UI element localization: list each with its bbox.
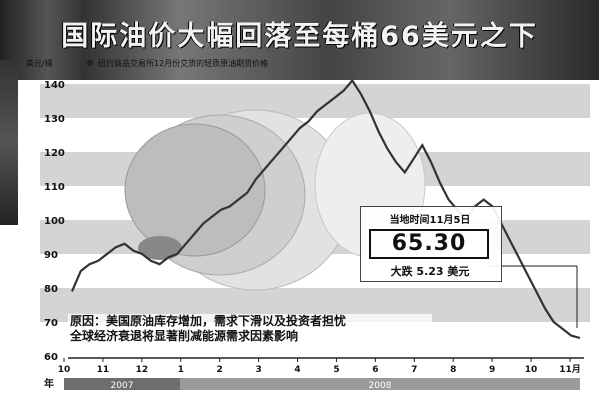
x-axis: 10 11 12 1 2 3 4 5 6 7 8 9 10 11月 xyxy=(58,358,581,375)
year-segment xyxy=(180,378,580,390)
y-tick-label: 100 xyxy=(44,216,65,227)
x-tick-label: 4 xyxy=(294,365,300,375)
y-tick-label: 140 xyxy=(44,80,65,91)
y-tick-label: 70 xyxy=(44,318,58,329)
x-tick-label: 12 xyxy=(136,365,149,375)
caption-line: 原因：美国原油库存增加，需求下滑以及投资者担忧 xyxy=(70,314,347,328)
caption: 原因：美国原油库存增加，需求下滑以及投资者担忧 全球经济衰退将显著削减能源需求因… xyxy=(68,314,432,344)
x-tick-label: 11 xyxy=(97,365,110,375)
legend-marker xyxy=(87,60,93,66)
x-tick-label: 10 xyxy=(525,365,538,375)
x-tick-label: 8 xyxy=(450,365,456,375)
chart-title: 国际油价大幅回落至每桶66美元之下 xyxy=(61,21,538,52)
y-tick-label: 120 xyxy=(44,148,65,159)
callout-date: 当地时间11月5日 xyxy=(389,215,471,226)
y-tick-label: 60 xyxy=(44,352,58,363)
x-tick-label: 7 xyxy=(411,365,417,375)
x-tick-label: 3 xyxy=(255,365,261,375)
callout-change: 大跌 5.23 美元 xyxy=(390,265,470,278)
y-tick-label: 90 xyxy=(44,250,58,261)
year-axis-label: 年 xyxy=(44,377,54,390)
x-tick-label: 1 xyxy=(178,365,184,375)
y-tick-label: 80 xyxy=(44,284,58,295)
barrel-shape xyxy=(124,123,266,257)
year-bar: 年 2007 2008 xyxy=(44,377,580,391)
barrel-cap xyxy=(138,236,182,260)
x-tick-label: 9 xyxy=(489,365,495,375)
x-tick-label: 10 xyxy=(58,365,71,375)
x-tick-label: 2 xyxy=(217,365,223,375)
y-tick-label: 130 xyxy=(44,114,65,125)
year-label: 2008 xyxy=(369,381,392,391)
y-axis: 60 70 80 90 100 110 120 130 140 xyxy=(44,80,65,363)
legend-label: 纽约商品交易所12月份交货的轻质原油期货价格 xyxy=(98,58,268,68)
y-tick-label: 110 xyxy=(44,182,65,193)
x-tick-label: 5 xyxy=(333,365,339,375)
x-tick-label: 6 xyxy=(372,365,378,375)
caption-line: 全球经济衰退将显著削减能源需求因素影响 xyxy=(70,329,299,343)
year-segment xyxy=(64,378,180,390)
unit-label: 美元/桶 xyxy=(26,58,53,68)
photo-edge xyxy=(0,60,18,225)
callout-price: 65.30 xyxy=(369,229,489,259)
x-tick-label: 11月 xyxy=(559,364,581,375)
year-label: 2007 xyxy=(111,381,134,391)
